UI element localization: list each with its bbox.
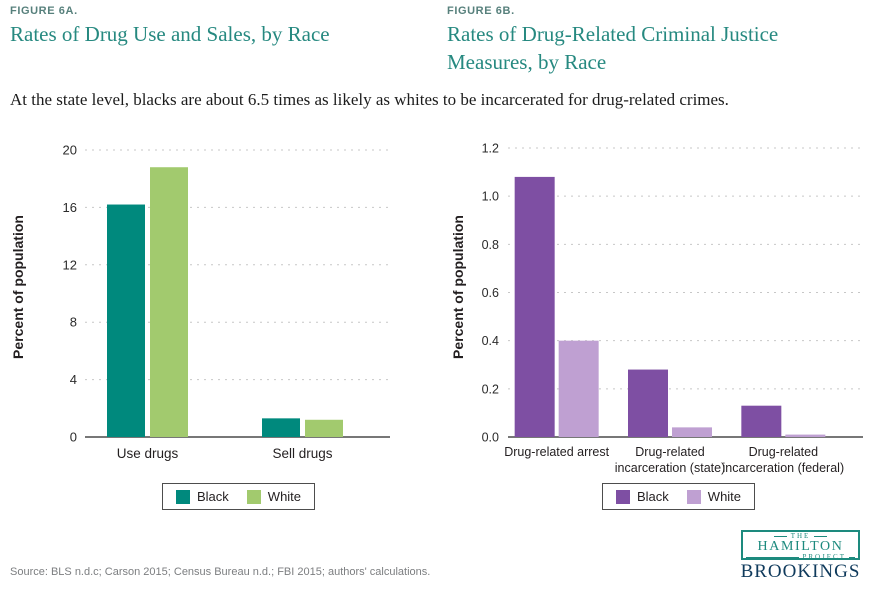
logo-project-row: PROJECT: [746, 554, 855, 561]
logo-project-text: PROJECT: [802, 553, 846, 561]
y-tick-label: 20: [63, 143, 77, 158]
y-tick-label: 1.0: [482, 190, 499, 204]
hamilton-project-logo: THE HAMILTON PROJECT: [741, 530, 860, 561]
source-note: Source: BLS n.d.c; Carson 2015; Census B…: [10, 566, 431, 578]
legend-swatch-white: [686, 489, 701, 504]
category-label: incarceration (state): [615, 461, 725, 475]
figure-a-label: FIGURE 6A.: [10, 5, 78, 17]
logo-hamilton-text: HAMILTON: [757, 539, 844, 554]
category-label: Use drugs: [117, 446, 179, 461]
figure-subtitle: At the state level, blacks are about 6.5…: [10, 90, 729, 109]
legend-item-black: Black: [616, 489, 669, 504]
bar-white-0: [150, 167, 188, 437]
legend-label-black: Black: [197, 489, 229, 504]
bar-black-1: [628, 369, 668, 437]
logo-rule: [746, 557, 800, 558]
y-tick-label: 0.8: [482, 238, 499, 252]
figure-b-legend: Black White: [602, 483, 756, 510]
legend-swatch-white: [246, 489, 261, 504]
category-label: Drug-related arrest: [504, 445, 609, 459]
bar-black-2: [741, 405, 782, 437]
figure-b-label: FIGURE 6B.: [447, 5, 515, 17]
y-tick-label: 0.2: [482, 382, 499, 396]
legend-swatch-black: [616, 489, 630, 504]
bar-white-1: [672, 427, 712, 437]
figure-a-title: Rates of Drug Use and Sales, by Race: [10, 22, 330, 46]
logo-rule: [849, 557, 855, 558]
y-tick-label: 8: [70, 315, 77, 330]
category-label: Sell drugs: [272, 446, 332, 461]
logo-rule: [814, 536, 828, 537]
legend-label-white: White: [267, 489, 302, 504]
figure-a-chart: 0 4 8 12 16 20 Use drugs Sell drugs: [63, 143, 390, 461]
y-tick-label: 4: [70, 372, 77, 387]
y-tick-label: 0.0: [482, 431, 499, 445]
legend-swatch-black: [176, 489, 190, 504]
category-label: incarceration (federal): [723, 461, 845, 475]
figure-a-y-axis-label: Percent of population: [10, 215, 26, 359]
legend-item-black: Black: [176, 489, 229, 504]
figure-a-legend: Black White: [162, 483, 316, 510]
logo-the-row: THE: [746, 533, 855, 540]
category-label: Drug-related: [749, 445, 819, 459]
y-tick-label: 16: [63, 200, 77, 215]
category-label: Drug-related: [635, 445, 705, 459]
logo-the-text: THE: [790, 532, 811, 540]
legend-label-black: Black: [637, 489, 669, 504]
y-tick-label: 0: [70, 430, 77, 445]
y-tick-label: 12: [63, 257, 77, 272]
bar-white-1: [305, 419, 343, 437]
y-tick-label: 1.2: [482, 142, 499, 156]
bar-black-0: [107, 204, 145, 437]
legend-item-white: White: [246, 489, 302, 504]
bar-black-0: [514, 176, 555, 437]
y-tick-label: 0.6: [482, 286, 499, 300]
legend-item-white: White: [686, 489, 742, 504]
logo-rule: [773, 536, 787, 537]
y-tick-label: 0.4: [482, 334, 499, 348]
figure-b-title: Rates of Drug-Related Criminal Justice M…: [447, 22, 779, 74]
bar-white-0: [558, 340, 599, 437]
bar-white-2: [785, 434, 826, 437]
bar-black-1: [262, 418, 300, 437]
brookings-logo: BROOKINGS: [740, 561, 861, 582]
legend-label-white: White: [707, 489, 742, 504]
figure-b-chart: 0.0 0.2 0.4 0.6 0.8 1.0 1.2 Drug-related arrest…: [482, 142, 863, 475]
